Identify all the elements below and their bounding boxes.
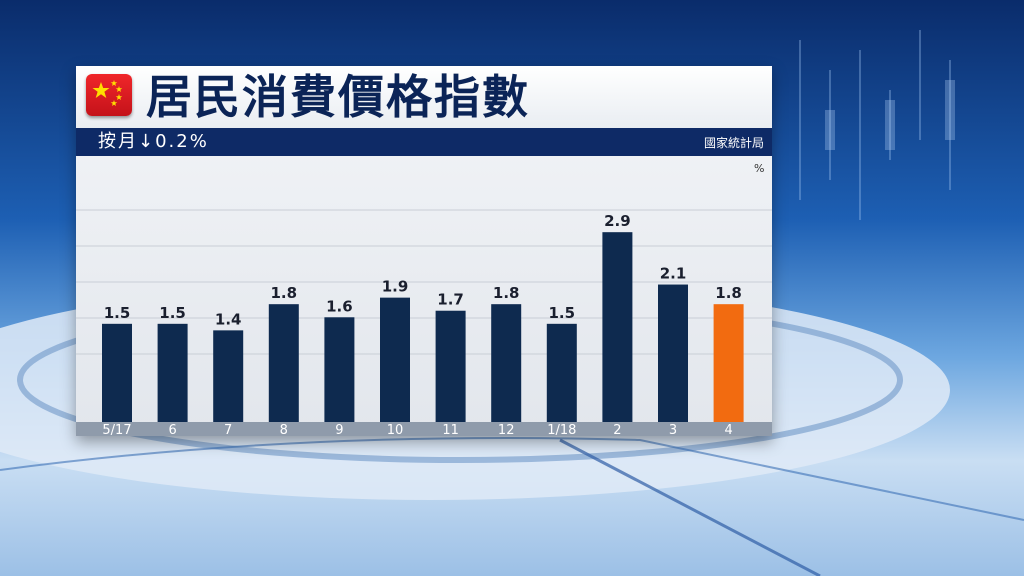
x-tick-label: 2 (613, 423, 621, 436)
bar-value-label: 1.5 (104, 304, 131, 322)
bar-9 (324, 317, 355, 422)
x-tick-label: 6 (168, 423, 176, 436)
bar-value-label: 1.9 (382, 278, 409, 296)
bar-6 (157, 323, 188, 422)
x-tick-label: 5/17 (102, 423, 131, 436)
subtitle-bar: 按月↓0.2% 國家統計局 (76, 128, 772, 156)
bar-4 (713, 304, 744, 422)
bar-value-label: 1.8 (271, 284, 298, 302)
x-tick-label: 7 (224, 423, 232, 436)
bar-value-label: 1.8 (493, 284, 520, 302)
bar-3 (658, 284, 688, 422)
x-tick-label: 9 (335, 423, 343, 436)
x-tick-label: 10 (387, 423, 404, 436)
x-axis-band (76, 422, 772, 436)
china-flag-icon (86, 74, 132, 116)
bar-8 (268, 304, 299, 422)
bar-12 (491, 304, 522, 422)
bar-value-label: 1.8 (715, 284, 742, 302)
bar-value-label: 1.6 (326, 297, 353, 315)
bar-chart: 1.5 5/17 1.5 6 1.4 7 1.8 8 1.6 9 1.9 10 1.7 11 1.8 12 1.… (76, 209, 772, 436)
x-tick-label: 4 (724, 423, 732, 436)
x-tick-label: 11 (442, 423, 459, 436)
x-tick-label: 1/18 (547, 423, 576, 436)
bar-2 (602, 232, 633, 422)
unit-label: % (754, 162, 765, 175)
x-tick-label: 8 (280, 423, 288, 436)
bar-value-label: 2.9 (604, 212, 631, 230)
x-tick-label: 3 (669, 423, 677, 436)
title-bar: 居民消費價格指數 (76, 66, 772, 128)
bar-10 (380, 297, 410, 422)
x-tick-label: 12 (498, 423, 515, 436)
bar-7 (213, 330, 244, 422)
bar-value-label: 1.7 (437, 291, 464, 309)
source-label: 國家統計局 (703, 136, 764, 150)
bar-value-label: 1.5 (159, 304, 186, 322)
bar-value-label: 1.5 (549, 304, 576, 322)
bar-5-17 (102, 323, 132, 422)
bar-value-label: 2.1 (660, 265, 687, 283)
chart-subtitle: 按月↓0.2% (98, 131, 209, 152)
chart-title: 居民消費價格指數 (146, 70, 530, 124)
bar-value-label: 1.4 (215, 310, 242, 328)
bar-11 (435, 310, 466, 422)
chart-panel: 居民消費價格指數 按月↓0.2% 國家統計局 % 1.5 5/17 1.5 6 1.4 7… (76, 66, 772, 436)
bar-1-18 (546, 323, 577, 422)
